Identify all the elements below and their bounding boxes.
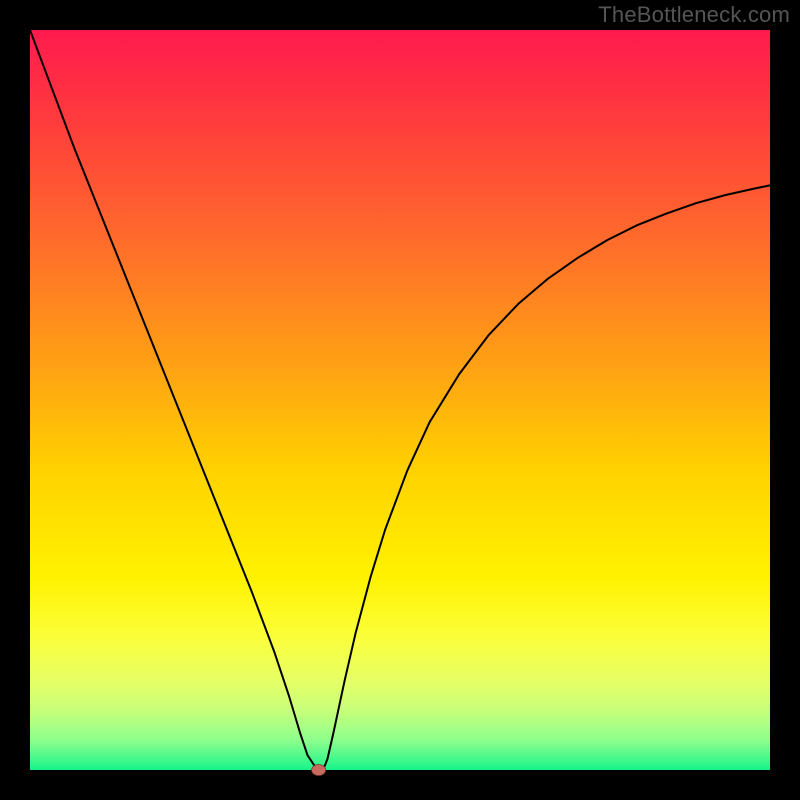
chart-root: TheBottleneck.com (0, 0, 800, 800)
watermark-text: TheBottleneck.com (598, 2, 790, 28)
minimum-marker (312, 765, 326, 776)
plot-gradient-background (30, 30, 770, 770)
bottleneck-chart (0, 0, 800, 800)
